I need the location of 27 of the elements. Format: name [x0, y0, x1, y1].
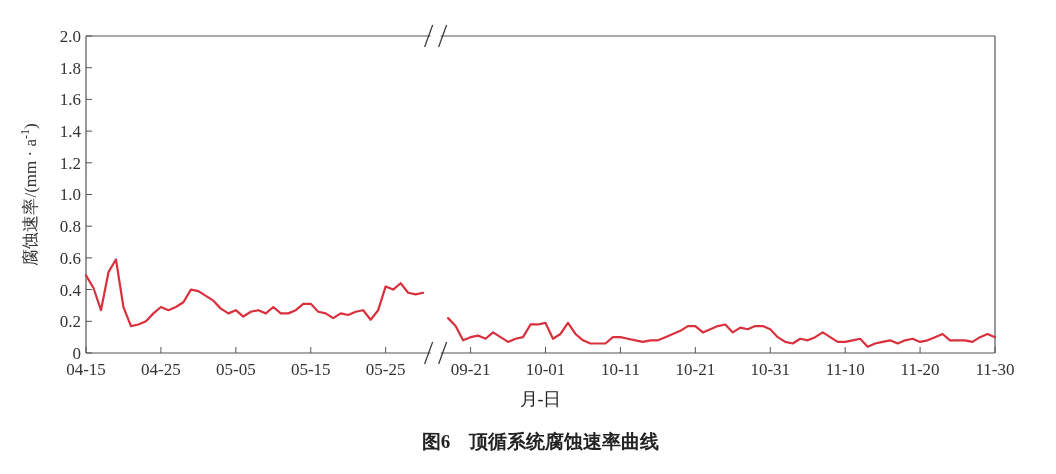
x-tick-label: 05-25	[365, 360, 406, 379]
x-tick-label: 05-15	[290, 360, 331, 379]
text: 图6 顶循系统腐蚀速率曲线	[421, 431, 660, 452]
x-tick-label: 10-01	[525, 360, 566, 379]
y-tick-label: 0	[72, 343, 81, 363]
line-series	[84, 258, 425, 328]
x-tick-label: 04-15	[66, 360, 106, 379]
y-tick-label: 2.0	[59, 26, 81, 46]
y-tick-label: 0.2	[59, 312, 81, 332]
y-tick-label: 1.8	[59, 58, 81, 78]
y-tick-label: 1.6	[59, 90, 81, 110]
x-tick-label: 05-05	[216, 360, 256, 379]
y-tick-label: 0.6	[59, 248, 81, 268]
x-tick-label: 11-20	[900, 360, 940, 379]
x-tick-label: 09-21	[450, 360, 491, 379]
x-tick-label: 11-10	[825, 360, 865, 379]
x-axis-title: 月-日	[519, 389, 562, 409]
x-tick-label: 04-25	[141, 360, 181, 379]
x-tick-label: 11-30	[975, 360, 1015, 379]
y-tick-label: 1.0	[59, 185, 81, 205]
y-tick-label: 0.8	[59, 217, 81, 237]
x-tick-label: 10-11	[600, 360, 640, 379]
y-tick-label: 1.4	[59, 122, 82, 142]
y-tick-label: 1.2	[59, 153, 81, 173]
x-tick-label: 10-31	[750, 360, 791, 379]
x-tick-label: 10-21	[675, 360, 716, 379]
y-tick-label: 0.4	[59, 280, 82, 300]
